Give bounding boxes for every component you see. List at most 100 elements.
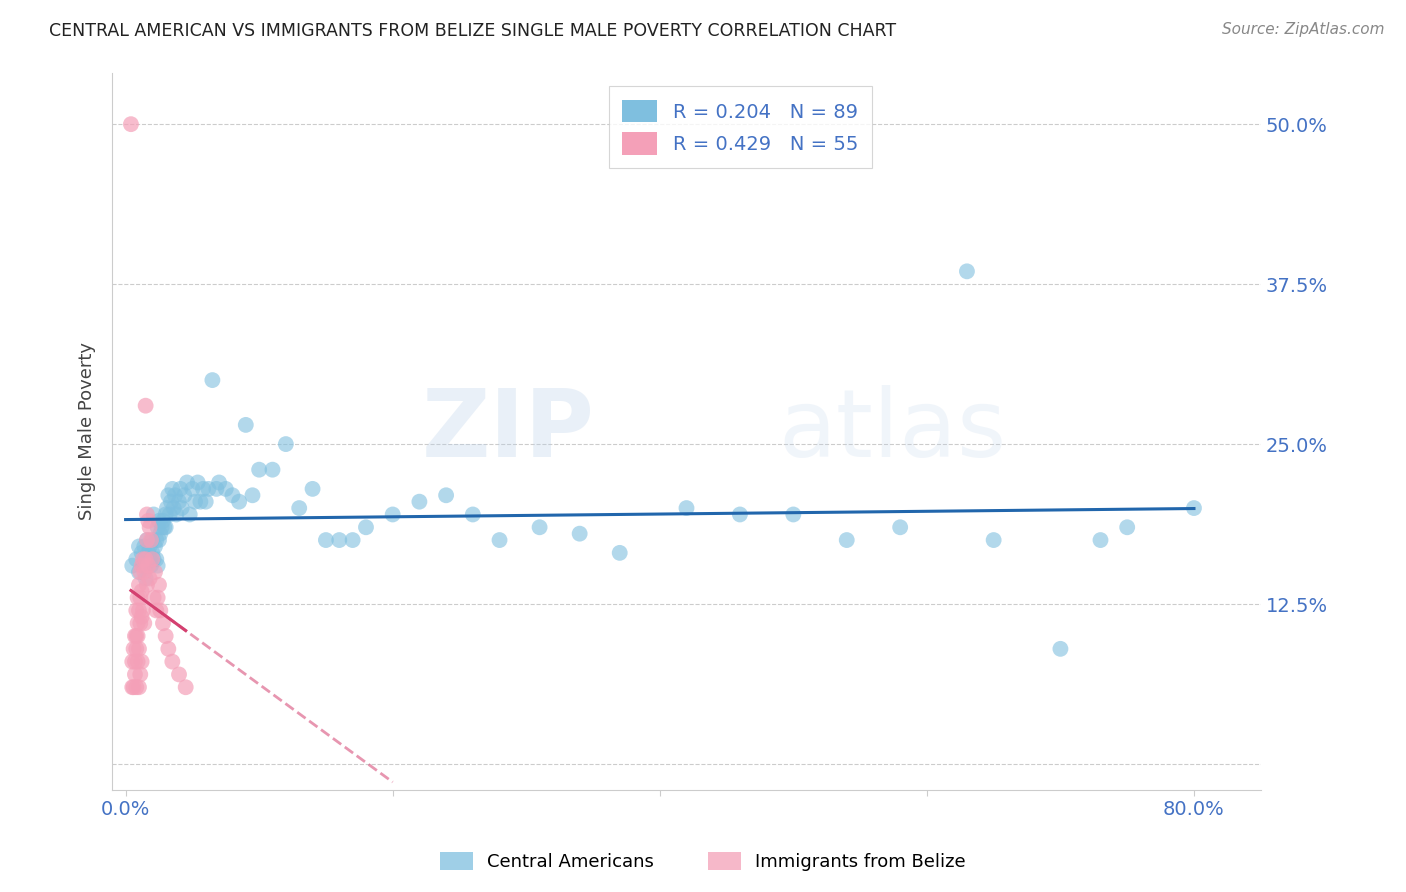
Point bbox=[136, 508, 159, 522]
Legend: Central Americans, Immigrants from Belize: Central Americans, Immigrants from Beliz… bbox=[433, 845, 973, 879]
Point bbox=[124, 629, 146, 643]
Point bbox=[152, 514, 174, 528]
Point bbox=[165, 508, 187, 522]
Point bbox=[354, 520, 377, 534]
Point bbox=[138, 520, 160, 534]
Point bbox=[408, 494, 430, 508]
Point bbox=[159, 508, 181, 522]
Point bbox=[381, 508, 404, 522]
Point bbox=[136, 533, 159, 547]
Point bbox=[675, 501, 697, 516]
Point bbox=[889, 520, 911, 534]
Point bbox=[191, 482, 214, 496]
Point bbox=[609, 546, 631, 560]
Point bbox=[163, 501, 186, 516]
Point bbox=[782, 508, 804, 522]
Point bbox=[179, 508, 201, 522]
Point bbox=[155, 508, 177, 522]
Point bbox=[208, 475, 231, 490]
Text: ZIP: ZIP bbox=[422, 385, 595, 477]
Point bbox=[142, 552, 165, 566]
Point bbox=[162, 655, 184, 669]
Point bbox=[136, 546, 159, 560]
Text: Source: ZipAtlas.com: Source: ZipAtlas.com bbox=[1222, 22, 1385, 37]
Point bbox=[434, 488, 457, 502]
Point bbox=[148, 514, 170, 528]
Point bbox=[128, 680, 150, 694]
Point bbox=[135, 399, 157, 413]
Point bbox=[138, 552, 160, 566]
Point bbox=[156, 501, 179, 516]
Point bbox=[148, 533, 170, 547]
Point bbox=[197, 482, 219, 496]
Point bbox=[122, 641, 145, 656]
Point bbox=[274, 437, 297, 451]
Point bbox=[181, 482, 204, 496]
Point bbox=[128, 641, 150, 656]
Point bbox=[143, 565, 166, 579]
Point bbox=[328, 533, 350, 547]
Point bbox=[139, 558, 162, 573]
Point bbox=[121, 655, 143, 669]
Text: atlas: atlas bbox=[779, 385, 1007, 477]
Point bbox=[146, 520, 169, 534]
Point bbox=[125, 552, 148, 566]
Point bbox=[125, 629, 148, 643]
Point bbox=[141, 533, 163, 547]
Point bbox=[170, 501, 193, 516]
Point bbox=[128, 603, 150, 617]
Point bbox=[135, 552, 157, 566]
Point bbox=[131, 558, 153, 573]
Point bbox=[157, 488, 180, 502]
Point bbox=[160, 494, 183, 508]
Point bbox=[155, 629, 177, 643]
Point bbox=[228, 494, 250, 508]
Point bbox=[215, 482, 238, 496]
Point bbox=[121, 680, 143, 694]
Point bbox=[135, 552, 157, 566]
Point bbox=[173, 488, 195, 502]
Point bbox=[125, 603, 148, 617]
Point bbox=[835, 533, 858, 547]
Point bbox=[127, 629, 149, 643]
Point bbox=[139, 533, 162, 547]
Point bbox=[728, 508, 751, 522]
Point bbox=[148, 578, 170, 592]
Point bbox=[134, 540, 156, 554]
Point bbox=[134, 565, 156, 579]
Point bbox=[146, 558, 169, 573]
Point bbox=[190, 494, 212, 508]
Point bbox=[138, 571, 160, 585]
Point bbox=[342, 533, 364, 547]
Point bbox=[145, 603, 167, 617]
Point bbox=[145, 533, 167, 547]
Point bbox=[163, 488, 186, 502]
Point bbox=[1090, 533, 1112, 547]
Point bbox=[488, 533, 510, 547]
Point bbox=[125, 680, 148, 694]
Point bbox=[983, 533, 1005, 547]
Point bbox=[136, 533, 159, 547]
Point bbox=[184, 494, 207, 508]
Point bbox=[131, 610, 153, 624]
Point bbox=[142, 508, 165, 522]
Point bbox=[242, 488, 264, 502]
Point bbox=[129, 591, 152, 605]
Point bbox=[136, 578, 159, 592]
Point bbox=[143, 540, 166, 554]
Point bbox=[568, 526, 591, 541]
Point bbox=[262, 463, 284, 477]
Point bbox=[127, 591, 149, 605]
Point bbox=[301, 482, 323, 496]
Point bbox=[1182, 501, 1205, 516]
Point bbox=[132, 603, 155, 617]
Point bbox=[135, 571, 157, 585]
Point bbox=[145, 552, 167, 566]
Point bbox=[141, 546, 163, 560]
Point bbox=[125, 641, 148, 656]
Point bbox=[128, 565, 150, 579]
Point bbox=[150, 520, 173, 534]
Point bbox=[136, 558, 159, 573]
Point bbox=[149, 526, 172, 541]
Text: CENTRAL AMERICAN VS IMMIGRANTS FROM BELIZE SINGLE MALE POVERTY CORRELATION CHART: CENTRAL AMERICAN VS IMMIGRANTS FROM BELI… bbox=[49, 22, 897, 40]
